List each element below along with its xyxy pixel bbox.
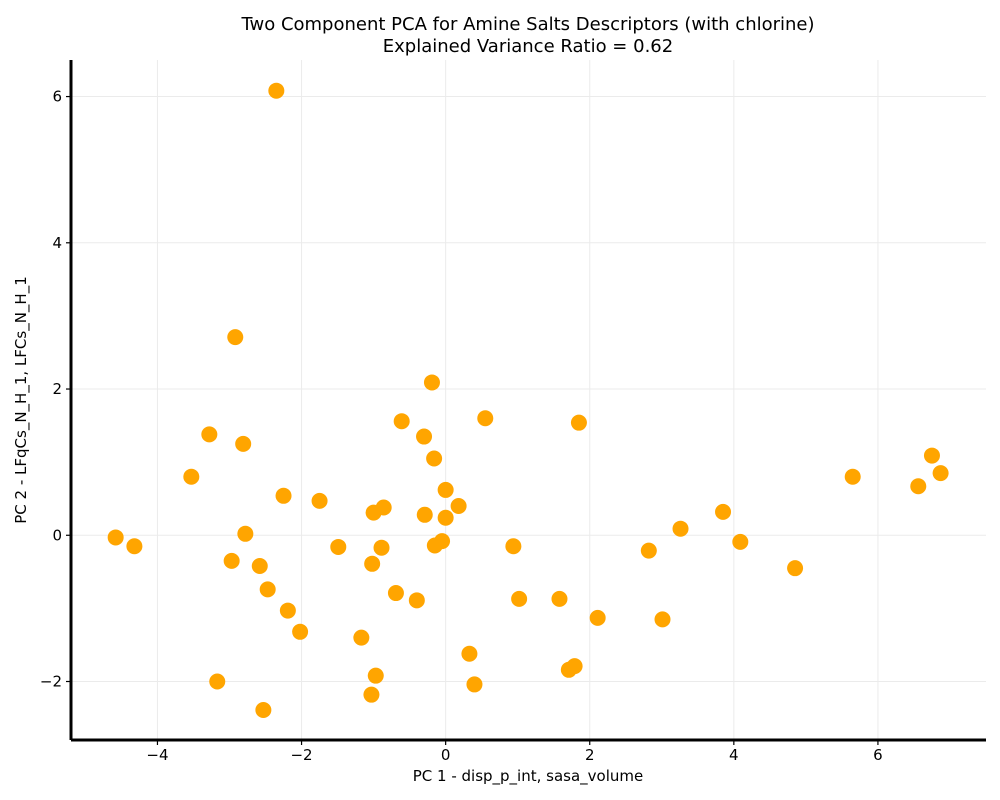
data-point: [437, 481, 454, 498]
data-point: [437, 509, 454, 526]
data-point: [255, 702, 272, 719]
data-point: [223, 552, 240, 569]
data-point: [654, 611, 671, 628]
x-tick-label: 6: [873, 746, 883, 764]
data-point: [235, 435, 252, 452]
data-point: [237, 525, 254, 542]
data-point: [107, 529, 124, 546]
data-point: [393, 413, 410, 430]
data-point: [450, 498, 467, 515]
data-point: [373, 539, 390, 556]
x-tick-label: 2: [585, 746, 595, 764]
y-tick-label: 4: [52, 234, 62, 252]
data-point: [732, 533, 749, 550]
data-point: [183, 468, 200, 485]
y-tick-label: 2: [52, 380, 62, 398]
x-tick-label: 4: [729, 746, 739, 764]
axes: [69, 60, 986, 742]
data-point: [279, 602, 296, 619]
data-point: [426, 537, 443, 554]
x-axis-label: PC 1 - disp_p_int, sasa_volume: [413, 767, 644, 786]
grid: [71, 60, 986, 740]
y-tick-label: 6: [52, 88, 62, 106]
data-point: [477, 410, 494, 427]
data-point: [511, 590, 528, 607]
data-point: [923, 447, 940, 464]
data-point: [426, 450, 443, 467]
data-point: [251, 557, 268, 574]
data-point: [505, 538, 522, 555]
data-point: [387, 585, 404, 602]
data-point: [715, 503, 732, 520]
data-point: [551, 590, 568, 607]
chart-title: Two Component PCA for Amine Salts Descri…: [240, 14, 814, 35]
data-point: [787, 560, 804, 577]
data-point: [275, 487, 292, 504]
data-point: [466, 676, 483, 693]
data-point: [408, 592, 425, 609]
data-point: [367, 667, 384, 684]
x-tick-label: −4: [146, 746, 168, 764]
y-tick-label: −2: [40, 673, 62, 691]
data-point: [589, 609, 606, 626]
data-point: [640, 542, 657, 559]
data-point: [461, 645, 478, 662]
data-point: [126, 538, 143, 555]
y-tick-label: 0: [52, 526, 62, 544]
data-point: [932, 465, 949, 482]
data-points: [107, 82, 949, 719]
data-point: [201, 426, 218, 443]
data-point: [365, 504, 382, 521]
data-point: [910, 478, 927, 495]
data-point: [560, 661, 577, 678]
data-point: [209, 673, 226, 690]
x-tick-label: 0: [441, 746, 451, 764]
data-point: [672, 520, 689, 537]
data-point: [353, 629, 370, 646]
data-point: [570, 414, 587, 431]
data-point: [423, 374, 440, 391]
data-point: [363, 686, 380, 703]
data-point: [292, 623, 309, 640]
x-tick-label: −2: [290, 746, 312, 764]
data-point: [330, 538, 347, 555]
data-point: [268, 82, 285, 99]
data-point: [259, 581, 276, 598]
data-point: [311, 492, 328, 509]
ticks: −4 −2 0 2 4 6 −2 0 2 4 6: [40, 88, 883, 764]
data-point: [364, 555, 381, 572]
data-point: [416, 506, 433, 523]
data-point: [844, 468, 861, 485]
data-point: [416, 428, 433, 445]
chart-subtitle: Explained Variance Ratio = 0.62: [383, 36, 673, 57]
data-point: [227, 329, 244, 346]
y-axis-label: PC 2 - LFqCs_N_H_1, LFCs_N_H_1: [12, 276, 31, 523]
